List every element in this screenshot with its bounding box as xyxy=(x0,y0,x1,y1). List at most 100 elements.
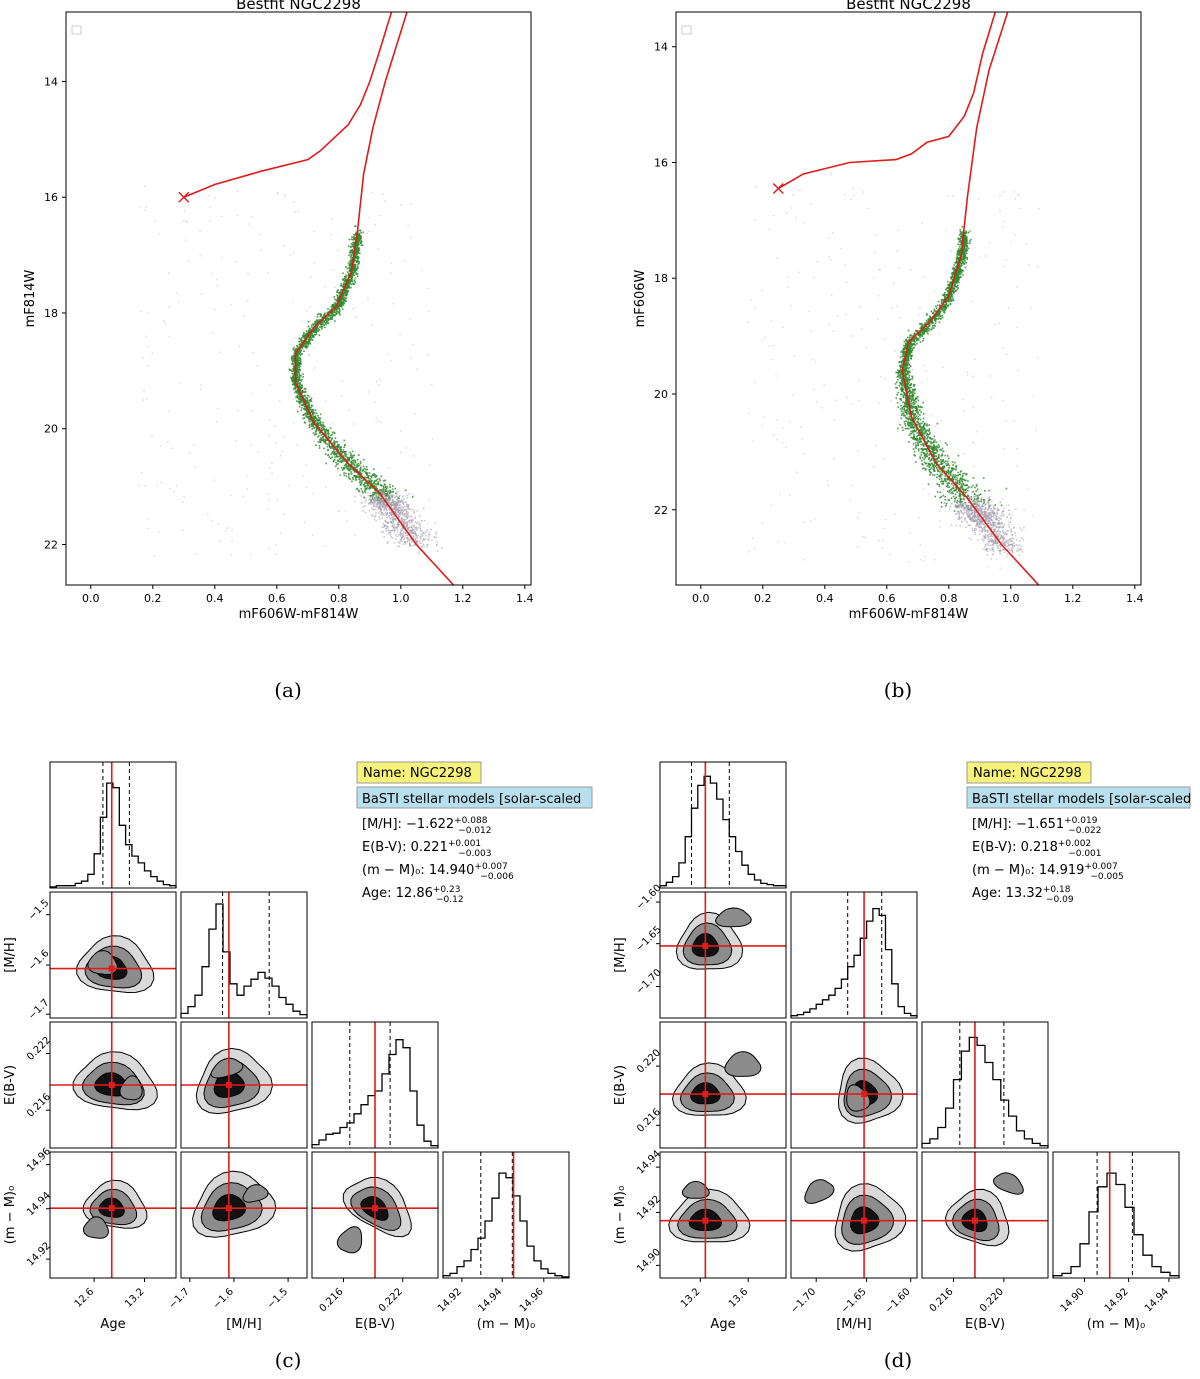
data-point xyxy=(354,255,357,257)
data-point xyxy=(370,485,372,487)
faint-point xyxy=(386,498,388,500)
faint-point xyxy=(391,524,394,527)
y-tick-label: 14 xyxy=(44,75,58,88)
faint-point xyxy=(424,519,426,522)
data-point xyxy=(925,441,928,443)
y-axis-label: mF814W xyxy=(23,269,38,327)
data-point xyxy=(328,443,330,446)
data-point xyxy=(957,279,960,282)
data-point xyxy=(304,336,307,338)
data-point xyxy=(311,326,313,328)
data-point xyxy=(964,501,967,504)
faint-point xyxy=(400,528,402,530)
data-point xyxy=(316,325,319,327)
data-point xyxy=(308,335,311,338)
data-point xyxy=(318,329,321,331)
data-point xyxy=(325,428,327,431)
data-point xyxy=(909,354,912,357)
data-point xyxy=(356,267,359,269)
field-point xyxy=(400,204,402,206)
data-point xyxy=(354,266,356,268)
faint-point xyxy=(410,539,412,541)
data-point xyxy=(386,506,389,508)
data-point xyxy=(340,301,342,303)
field-point xyxy=(276,192,278,195)
data-point xyxy=(361,470,364,472)
data-point xyxy=(351,459,354,462)
data-point xyxy=(327,449,329,452)
data-point xyxy=(392,507,395,510)
data-point xyxy=(945,485,948,488)
data-point xyxy=(299,400,301,403)
field-point xyxy=(271,462,273,464)
faint-point xyxy=(371,507,373,509)
data-point xyxy=(352,269,355,271)
data-point xyxy=(374,489,377,491)
field-point xyxy=(169,487,171,490)
data-point xyxy=(288,368,291,371)
faint-point xyxy=(386,511,389,514)
faint-point xyxy=(413,524,416,526)
faint-point xyxy=(398,509,400,512)
faint-point xyxy=(390,503,393,506)
data-point xyxy=(350,276,353,278)
faint-point xyxy=(415,534,418,537)
data-point xyxy=(300,346,302,349)
field-point xyxy=(311,401,314,403)
faint-point xyxy=(394,505,397,508)
data-point xyxy=(317,441,320,443)
data-point xyxy=(333,302,336,304)
faint-point xyxy=(372,499,375,502)
data-point xyxy=(306,397,308,399)
data-point xyxy=(916,428,918,431)
data-point xyxy=(301,337,303,339)
faint-point xyxy=(406,540,409,542)
data-point xyxy=(965,250,967,252)
data-point xyxy=(294,388,296,390)
data-point xyxy=(916,434,919,437)
data-point xyxy=(953,284,956,286)
data-point xyxy=(974,486,976,489)
faint-point xyxy=(338,510,340,512)
data-point xyxy=(317,324,319,326)
field-point xyxy=(331,218,333,221)
data-point xyxy=(913,385,915,388)
field-point xyxy=(387,352,390,355)
data-point xyxy=(292,369,295,372)
faint-point xyxy=(378,496,381,499)
field-point xyxy=(143,185,146,188)
field-point xyxy=(289,254,292,256)
field-point xyxy=(230,554,233,556)
data-point xyxy=(937,304,939,307)
data-point xyxy=(357,473,360,476)
data-point xyxy=(962,494,965,497)
faint-point xyxy=(401,517,403,520)
data-point xyxy=(902,383,905,386)
data-point xyxy=(952,299,955,302)
data-point xyxy=(406,505,409,508)
data-point xyxy=(959,499,962,502)
data-point xyxy=(366,484,369,487)
data-point xyxy=(924,457,927,459)
data-point xyxy=(310,397,313,400)
field-point xyxy=(167,272,170,274)
data-point xyxy=(334,302,337,305)
data-point xyxy=(909,432,912,435)
faint-point xyxy=(388,490,391,492)
field-point xyxy=(334,286,336,289)
field-point xyxy=(217,407,219,410)
faint-point xyxy=(410,526,412,528)
data-point xyxy=(350,471,353,473)
data-point xyxy=(935,476,938,479)
faint-point xyxy=(417,540,419,543)
data-point xyxy=(331,437,333,440)
data-point xyxy=(320,423,322,426)
faint-point xyxy=(388,494,391,496)
data-point xyxy=(359,235,362,238)
data-point xyxy=(323,324,325,327)
faint-point xyxy=(403,525,406,527)
data-point xyxy=(307,416,309,419)
faint-point xyxy=(401,506,404,508)
field-point xyxy=(250,553,252,556)
field-point xyxy=(164,322,166,324)
